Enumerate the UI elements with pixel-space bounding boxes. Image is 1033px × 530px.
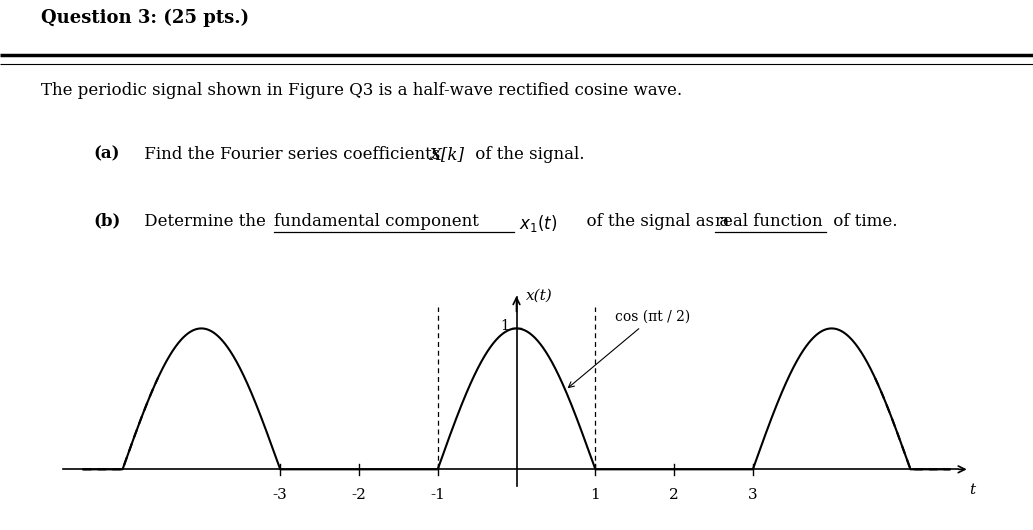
Text: -2: -2	[351, 488, 367, 502]
Text: real function: real function	[715, 213, 822, 230]
Text: fundamental component: fundamental component	[274, 213, 478, 230]
Text: 1: 1	[591, 488, 600, 502]
Text: -1: -1	[431, 488, 445, 502]
Text: (b): (b)	[93, 213, 121, 230]
Text: t: t	[969, 483, 975, 498]
Text: Determine the: Determine the	[139, 213, 272, 230]
Text: $x_1(t)$: $x_1(t)$	[519, 213, 557, 234]
Text: Question 3: (25 pts.): Question 3: (25 pts.)	[41, 8, 249, 27]
Text: x(t): x(t)	[526, 289, 553, 303]
Text: of the signal.: of the signal.	[470, 146, 585, 163]
Text: of time.: of time.	[828, 213, 898, 230]
Text: Find the Fourier series coefficients: Find the Fourier series coefficients	[139, 146, 446, 163]
Text: 3: 3	[748, 488, 757, 502]
Text: -3: -3	[273, 488, 287, 502]
Text: 2: 2	[669, 488, 679, 502]
Text: The periodic signal shown in Figure Q3 is a half-wave rectified cosine wave.: The periodic signal shown in Figure Q3 i…	[41, 82, 683, 99]
Text: 1: 1	[500, 319, 509, 333]
Text: of the signal as a: of the signal as a	[576, 213, 734, 230]
Text: X[k]: X[k]	[429, 146, 464, 163]
Text: cos (πt / 2): cos (πt / 2)	[568, 310, 690, 387]
Text: (a): (a)	[93, 146, 120, 163]
